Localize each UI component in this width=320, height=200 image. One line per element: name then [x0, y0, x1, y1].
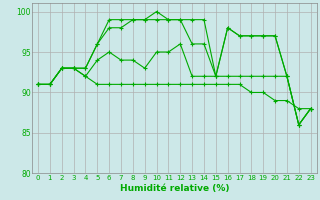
X-axis label: Humidité relative (%): Humidité relative (%): [120, 184, 229, 193]
